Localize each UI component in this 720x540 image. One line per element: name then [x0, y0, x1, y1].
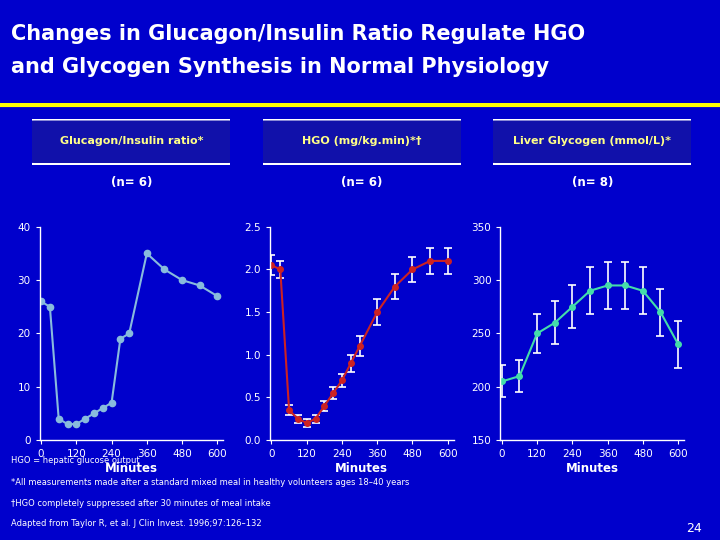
X-axis label: Minutes: Minutes [336, 462, 388, 475]
X-axis label: Minutes: Minutes [566, 462, 618, 475]
FancyBboxPatch shape [257, 119, 467, 164]
Text: and Glycogen Synthesis in Normal Physiology: and Glycogen Synthesis in Normal Physiol… [11, 57, 549, 77]
Text: HGO = hepatic glucose output: HGO = hepatic glucose output [11, 456, 140, 465]
Text: (n= 6): (n= 6) [111, 176, 152, 189]
Text: *All measurements made after a standard mixed meal in healthy volunteers ages 18: *All measurements made after a standard … [11, 478, 409, 487]
Text: (n= 6): (n= 6) [341, 176, 382, 189]
FancyBboxPatch shape [27, 119, 236, 164]
Text: Changes in Glucagon/Insulin Ratio Regulate HGO: Changes in Glucagon/Insulin Ratio Regula… [11, 24, 585, 44]
X-axis label: Minutes: Minutes [105, 462, 158, 475]
Text: Glucagon/Insulin ratio*: Glucagon/Insulin ratio* [60, 136, 203, 146]
Text: 24: 24 [686, 522, 702, 535]
Text: Adapted from Taylor R, et al. J Clin Invest. 1996;97:126–132: Adapted from Taylor R, et al. J Clin Inv… [11, 519, 261, 529]
Text: Liver Glycogen (mmol/L)*: Liver Glycogen (mmol/L)* [513, 136, 671, 146]
Text: (n= 8): (n= 8) [572, 176, 613, 189]
Text: †HGO completely suppressed after 30 minutes of meal intake: †HGO completely suppressed after 30 minu… [11, 500, 271, 509]
Text: HGO (mg/kg.min)*†: HGO (mg/kg.min)*† [302, 136, 421, 146]
FancyBboxPatch shape [487, 119, 697, 164]
